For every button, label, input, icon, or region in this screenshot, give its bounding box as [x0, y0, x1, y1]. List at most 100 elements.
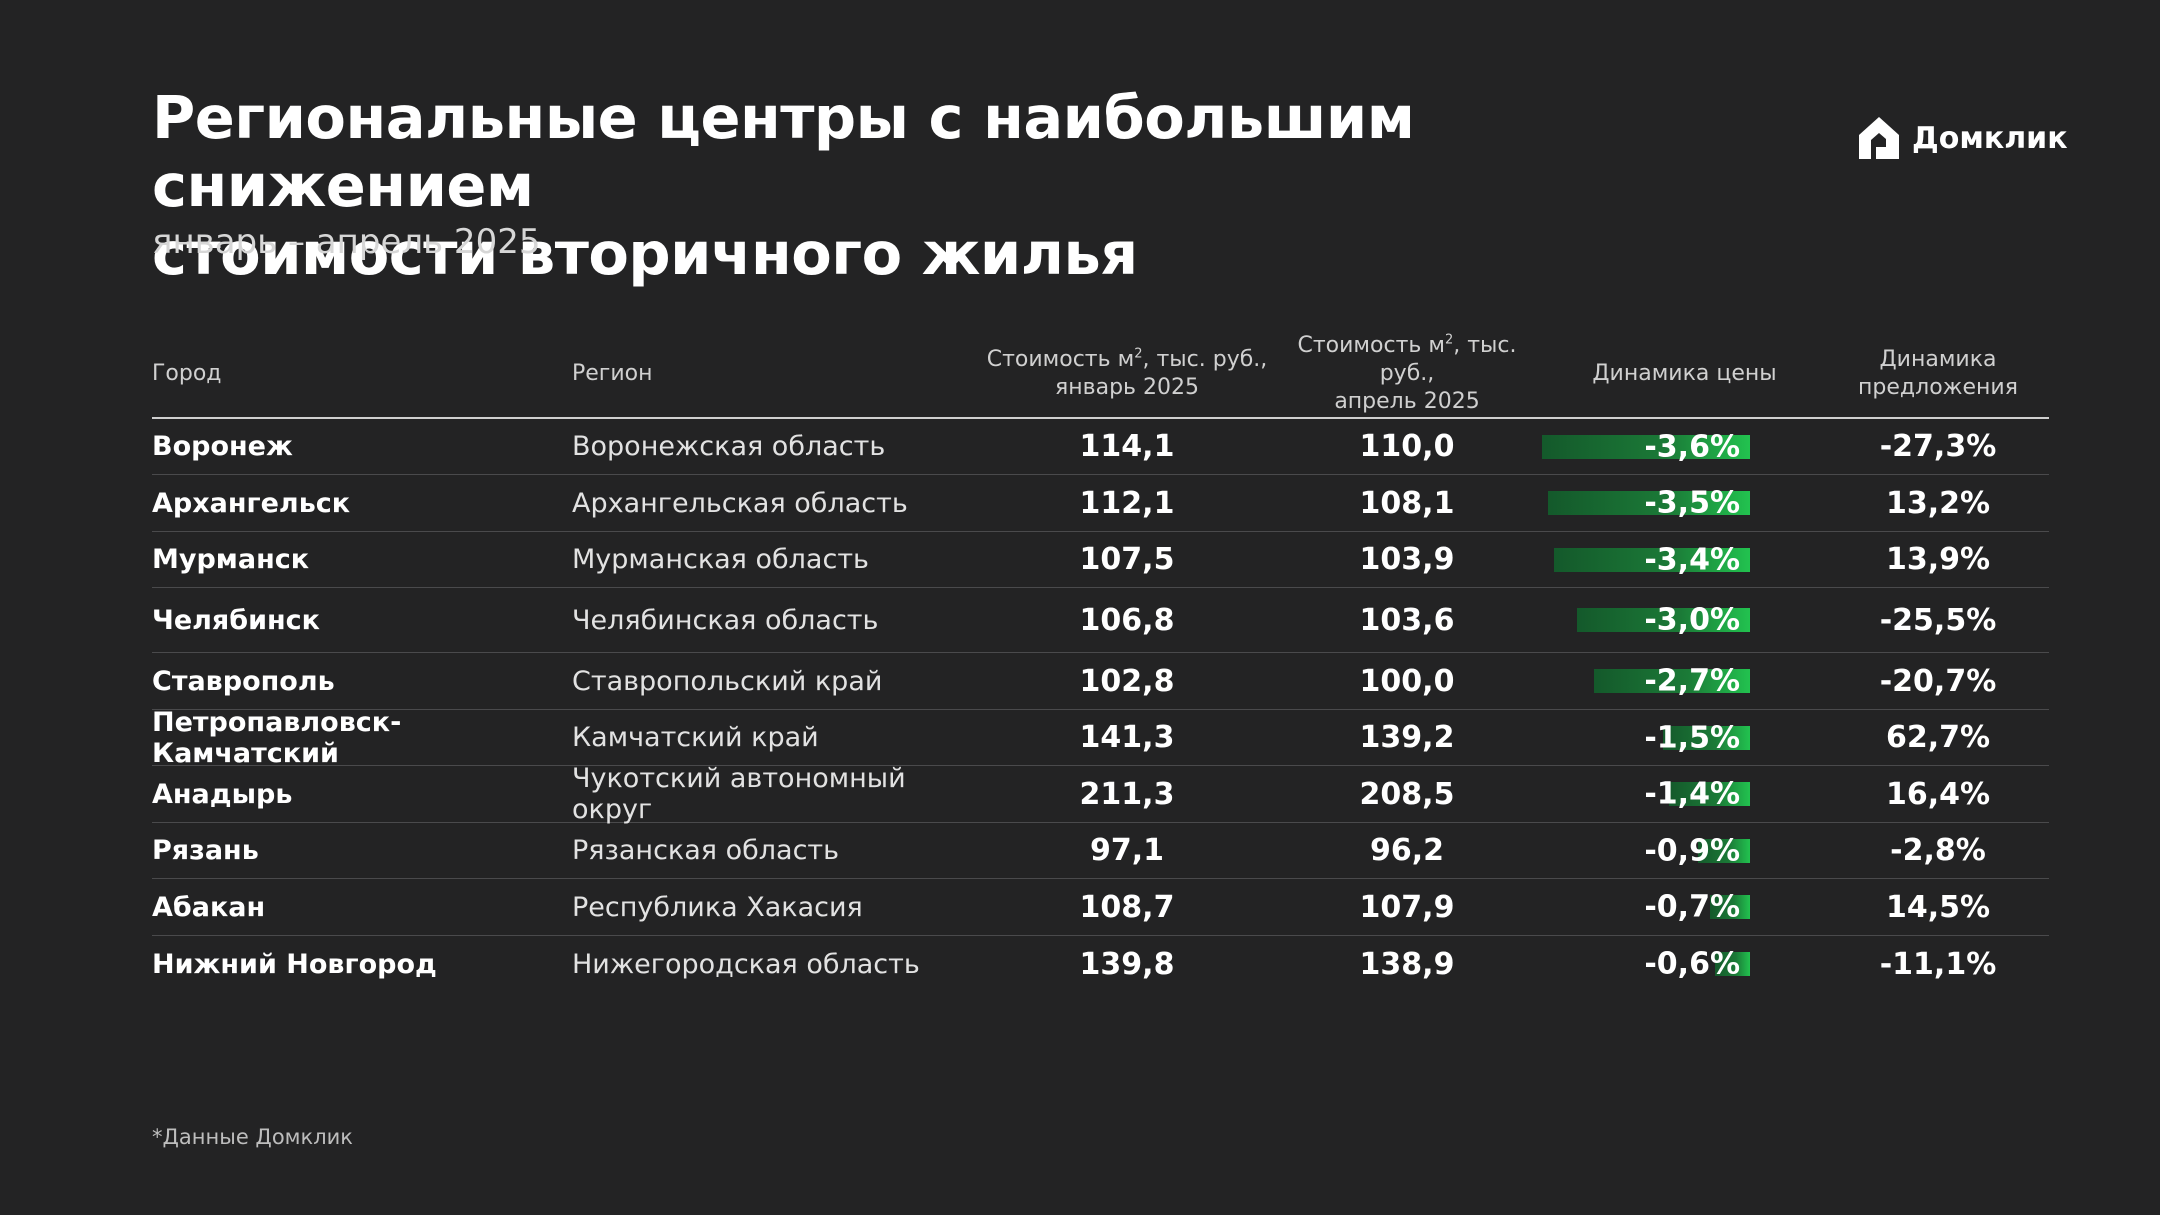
table-row: Петропавловск-Камчатский Камчатский край 1…	[152, 706, 2049, 769]
header-price-jan: Стоимость м2, тыс. руб., январь 2025	[982, 346, 1272, 402]
dynamics-bar-wrap: -0,6%	[1542, 947, 1750, 982]
dynamics-bar-wrap: -2,7%	[1542, 664, 1750, 699]
dynamics-label: -0,9%	[1644, 833, 1740, 868]
cell-city: Анадырь	[152, 778, 293, 810]
cell-price-apr: 103,6	[1359, 602, 1455, 638]
dynamics-bar	[1576, 608, 1750, 632]
cell-supply-dynamics: -2,8%	[1890, 833, 1986, 868]
cell-region: Республика Хакасия	[572, 891, 863, 923]
header-jan-period: январь 2025	[1055, 374, 1199, 400]
cell-city: Рязань	[152, 835, 259, 866]
cell-price-jan: 108,7	[1079, 889, 1175, 925]
header-apr-text: Стоимость м	[1297, 332, 1445, 358]
dynamics-bar	[1542, 434, 1750, 459]
cell-city: Нижний Новгород	[152, 948, 437, 980]
domclick-logo: Домклик	[1856, 113, 2068, 163]
header-jan-unit: , тыс. руб.,	[1142, 346, 1268, 372]
cell-price-apr: 108,1	[1359, 485, 1455, 521]
header-apr-unit: , тыс. руб.,	[1379, 332, 1517, 386]
cell-price-dynamics: -3,0%	[1542, 588, 1827, 652]
cell-price-apr: 110,0	[1359, 429, 1455, 464]
dynamics-label: -3,4%	[1644, 542, 1740, 577]
cell-supply-dynamics: -20,7%	[1879, 663, 1997, 699]
table-row: Нижний Новгород Нижегородская область 139,…	[152, 936, 2049, 992]
cell-price-dynamics: -2,7%	[1542, 653, 1827, 709]
cell-city: Архангельск	[152, 487, 351, 519]
cell-price-apr: 100,0	[1359, 663, 1455, 699]
dynamics-bar-wrap: -0,7%	[1542, 890, 1750, 925]
cell-price-apr: 208,5	[1359, 776, 1455, 812]
header-apr-sup: 2	[1444, 332, 1454, 348]
table-row: Абакан Республика Хакасия 108,7 107,9 -0,7% 1…	[152, 879, 2049, 936]
cell-price-jan: 106,8	[1079, 602, 1175, 638]
header-price-apr: Стоимость м2, тыс. руб., апрель 2025	[1272, 332, 1542, 416]
cell-region: Архангельская область	[572, 487, 908, 519]
dynamics-bar	[1553, 547, 1750, 572]
house-logo-icon	[1856, 113, 1902, 163]
cell-region: Ставропольский край	[572, 665, 883, 697]
cell-region: Камчатский край	[572, 722, 819, 753]
cell-city: Абакан	[152, 891, 266, 923]
cell-region: Чукотский автономный округ	[572, 763, 906, 825]
dynamics-bar	[1663, 725, 1750, 750]
cell-price-jan: 139,8	[1079, 946, 1175, 982]
dynamics-bar	[1669, 782, 1750, 806]
dynamics-label: -3,5%	[1644, 485, 1740, 521]
cell-region: Рязанская область	[572, 835, 840, 866]
cell-price-jan: 114,1	[1079, 429, 1175, 464]
cell-price-jan: 141,3	[1079, 720, 1175, 755]
dynamics-bar-wrap: -1,4%	[1542, 777, 1750, 812]
cell-supply-dynamics: 16,4%	[1885, 776, 1991, 812]
dynamics-label: -1,4%	[1644, 776, 1740, 812]
cell-price-jan: 107,5	[1079, 542, 1175, 577]
dynamics-bar	[1698, 838, 1750, 863]
dynamics-bar	[1594, 669, 1750, 693]
cell-price-jan: 97,1	[1089, 833, 1165, 868]
cell-price-dynamics: -0,7%	[1542, 879, 1827, 935]
logo-text: Домклик	[1912, 120, 2068, 156]
cell-price-dynamics: -0,9%	[1542, 823, 1827, 878]
cell-price-dynamics: -1,5%	[1542, 710, 1827, 765]
cell-price-dynamics: -3,4%	[1542, 532, 1827, 587]
table-row: Рязань Рязанская область 97,1 96,2 -0,9% -2,8…	[152, 823, 2049, 879]
cell-region: Воронежская область	[572, 431, 886, 462]
cell-supply-dynamics: 13,9%	[1885, 542, 1991, 577]
table-row: Мурманск Мурманская область 107,5 103,9 -3,4…	[152, 532, 2049, 588]
dynamics-label: -1,5%	[1644, 720, 1740, 755]
dynamics-label: -3,6%	[1644, 429, 1740, 464]
cell-city: Воронеж	[152, 431, 293, 462]
dynamics-label: -0,6%	[1644, 946, 1740, 982]
dynamics-bar-wrap: -3,6%	[1542, 429, 1750, 464]
header-region: Регион	[572, 360, 653, 386]
cell-price-dynamics: -1,4%	[1542, 766, 1827, 822]
header-apr-period: апрель 2025	[1334, 388, 1480, 414]
table-row: Ставрополь Ставропольский край 102,8 100,0 -…	[152, 653, 2049, 710]
header-price-dynamics: Динамика цены	[1592, 360, 1777, 386]
page-title: Региональные центры с наибольшим снижени…	[152, 84, 1752, 288]
table-row: Воронеж Воронежская область 114,1 110,0 -3,6…	[152, 419, 2049, 475]
cell-region: Мурманская область	[572, 544, 869, 575]
dynamics-label: -3,0%	[1644, 602, 1740, 638]
dynamics-bar-wrap: -0,9%	[1542, 833, 1750, 868]
dynamics-bar	[1715, 952, 1750, 976]
cell-city: Петропавловск-Камчатский	[152, 706, 402, 769]
cell-price-apr: 96,2	[1369, 833, 1445, 868]
cell-price-dynamics: -3,5%	[1542, 475, 1827, 531]
header-supply-line2: предложения	[1858, 374, 2018, 400]
table-body: Воронеж Воронежская область 114,1 110,0 -3,6…	[152, 419, 2049, 992]
cell-supply-dynamics: -11,1%	[1879, 946, 1997, 982]
cell-price-dynamics: -0,6%	[1542, 936, 1827, 992]
header-city: Город	[152, 360, 222, 386]
dynamics-label: -0,7%	[1644, 889, 1740, 925]
cell-price-jan: 211,3	[1079, 776, 1175, 812]
cell-supply-dynamics: -25,5%	[1879, 602, 1997, 638]
title-line-1: Региональные центры с наибольшим снижени…	[152, 83, 1415, 220]
cell-price-apr: 139,2	[1359, 720, 1455, 755]
dynamics-bar-wrap: -1,5%	[1542, 720, 1750, 755]
title-line-2: стоимости вторичного жилья	[152, 219, 1138, 288]
table-row: Архангельск Архангельская область 112,1 108…	[152, 475, 2049, 532]
cell-supply-dynamics: 62,7%	[1885, 720, 1991, 755]
cell-price-apr: 138,9	[1359, 946, 1455, 982]
dynamics-bar-wrap: -3,5%	[1542, 486, 1750, 521]
cell-price-dynamics: -3,6%	[1542, 419, 1827, 474]
